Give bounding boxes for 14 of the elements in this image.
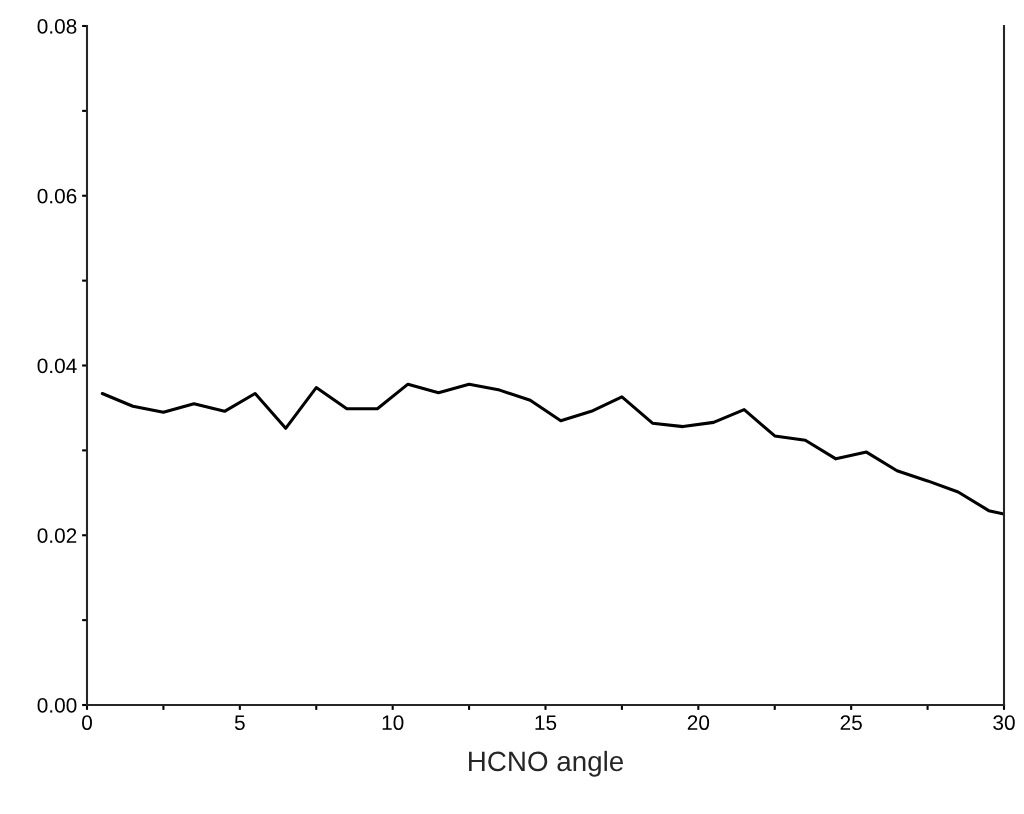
x-tick-label: 25 bbox=[840, 715, 862, 731]
y-tick-label: 0.08 bbox=[37, 19, 77, 34]
y-tick-label: 0.04 bbox=[37, 358, 77, 374]
y-tick-label: 0.00 bbox=[37, 698, 77, 713]
x-tick-label: 15 bbox=[535, 715, 557, 731]
y-tick-label: 0.02 bbox=[37, 528, 77, 543]
x-axis-title: HCNO angle bbox=[469, 750, 623, 777]
x-tick-label: 5 bbox=[234, 715, 245, 731]
line-series bbox=[100, 382, 1004, 516]
x-tick-label: 30 bbox=[993, 715, 1015, 731]
y-tick-label: 0.06 bbox=[37, 188, 77, 204]
x-tick-label: 10 bbox=[382, 715, 404, 731]
x-tick-label: 20 bbox=[687, 715, 710, 731]
x-tick-label: 0 bbox=[82, 715, 92, 731]
